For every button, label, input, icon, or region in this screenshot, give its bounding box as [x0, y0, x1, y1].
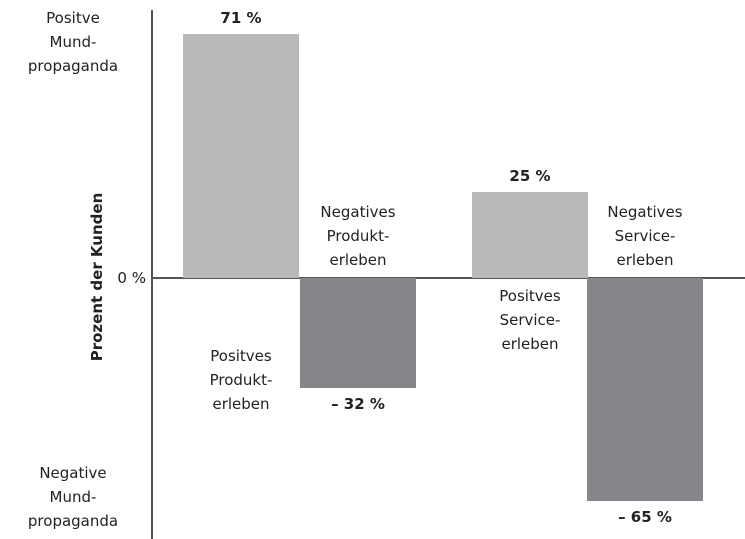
category-label: Positves Produkt- erleben — [209, 346, 273, 413]
value-label: 71 % — [220, 9, 262, 28]
bar — [183, 34, 299, 278]
category-label: Negatives Service- erleben — [607, 202, 683, 269]
annotation: Negative Mund- propaganda — [27, 464, 119, 530]
bar — [300, 277, 416, 388]
bar — [587, 277, 703, 502]
value-label: – 32 % — [331, 394, 385, 413]
bar — [472, 192, 588, 278]
category-label: Positves Service- erleben — [499, 286, 561, 353]
y-tick-label: 0 % — [117, 268, 146, 287]
category-label: Negatives Produkt- erleben — [320, 202, 396, 269]
annotation: Positve Mund- propaganda — [27, 9, 119, 75]
value-label: 25 % — [509, 167, 551, 186]
value-label: – 65 % — [618, 508, 672, 527]
zero-line — [152, 276, 745, 279]
y-axis — [151, 10, 153, 539]
